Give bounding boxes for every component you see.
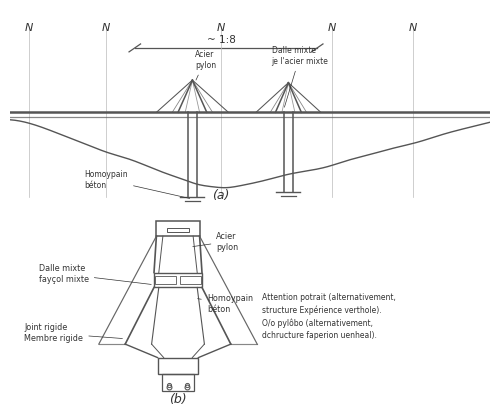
Text: ~ 1:8: ~ 1:8 <box>207 36 236 45</box>
Text: Joint rigide
Membre rigide: Joint rigide Membre rigide <box>24 323 122 344</box>
Text: Dalle mixte
fayçol mixte: Dalle mixte fayçol mixte <box>39 264 151 285</box>
Bar <box>162 374 194 392</box>
Text: N: N <box>328 23 336 33</box>
Text: Attention potrait (alternativement,
structure Expérience verthole).
O/o pylôbo (: Attention potrait (alternativement, stru… <box>262 293 396 340</box>
Text: N: N <box>217 23 226 33</box>
Text: (b): (b) <box>169 394 187 406</box>
Text: Homoypain
béton: Homoypain béton <box>84 170 190 199</box>
Text: Homoypain
béton: Homoypain béton <box>198 294 253 314</box>
Bar <box>156 221 200 236</box>
Bar <box>158 358 198 374</box>
Bar <box>154 273 202 287</box>
Text: (a): (a) <box>212 189 230 202</box>
Bar <box>180 276 201 285</box>
Text: Acier
pylon: Acier pylon <box>195 50 216 80</box>
Bar <box>167 228 189 233</box>
Text: N: N <box>409 23 418 33</box>
Bar <box>156 276 176 285</box>
Text: N: N <box>102 23 110 33</box>
Text: N: N <box>25 23 34 33</box>
Text: Acier
pylon: Acier pylon <box>192 232 238 252</box>
Text: Dalle mixte
je l'acier mixte: Dalle mixte je l'acier mixte <box>272 46 328 107</box>
